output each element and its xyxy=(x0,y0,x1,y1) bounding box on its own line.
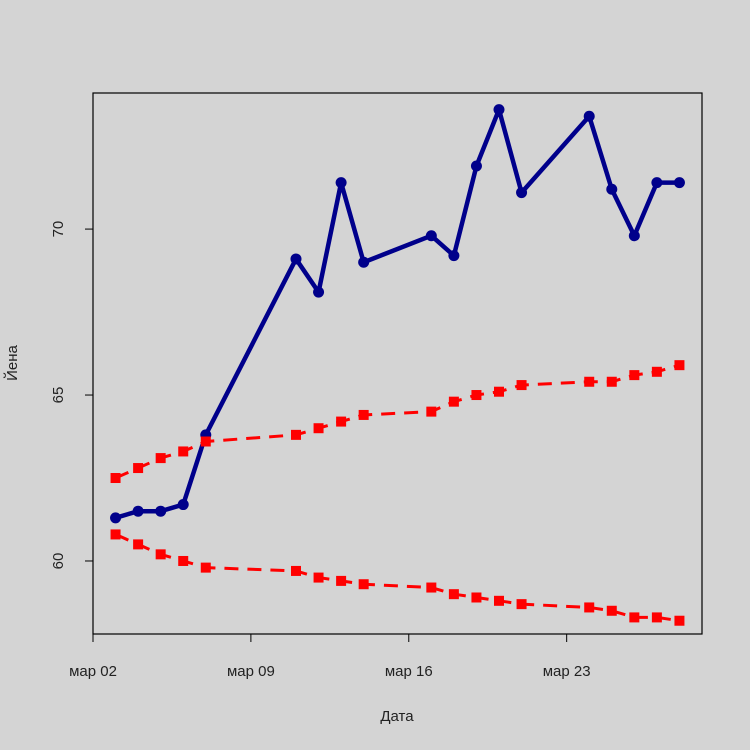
series-3 xyxy=(110,529,685,626)
data-point xyxy=(426,406,437,417)
data-point xyxy=(494,386,504,397)
x-tick-label: мар 23 xyxy=(543,663,591,680)
series-3-line xyxy=(114,533,680,623)
data-point xyxy=(336,575,347,586)
data-point xyxy=(133,539,144,550)
data-point xyxy=(132,505,144,517)
data-point xyxy=(200,436,211,447)
data-point xyxy=(584,376,595,387)
data-point xyxy=(471,592,482,603)
data-point xyxy=(177,499,189,511)
data-point xyxy=(448,589,459,600)
data-point xyxy=(628,230,640,242)
data-point xyxy=(110,512,122,524)
data-point xyxy=(358,409,369,420)
x-axis-label: Дата xyxy=(380,708,414,725)
data-point xyxy=(425,230,437,242)
data-point xyxy=(110,529,121,540)
data-point xyxy=(155,453,166,464)
data-point xyxy=(470,160,482,172)
series-layer xyxy=(110,104,685,626)
series-1-line xyxy=(114,107,680,520)
data-point xyxy=(606,376,617,387)
data-point xyxy=(516,599,527,610)
data-point xyxy=(629,612,640,623)
y-tick-label: 70 xyxy=(50,221,67,238)
data-point xyxy=(426,582,437,593)
y-axis: 60 65 70 xyxy=(50,221,94,570)
data-point xyxy=(358,579,369,590)
data-point xyxy=(313,572,324,583)
data-point xyxy=(178,446,189,457)
data-point xyxy=(358,256,370,268)
data-point xyxy=(155,549,166,560)
data-point xyxy=(651,612,662,623)
data-point xyxy=(448,250,460,262)
data-point xyxy=(494,595,504,606)
data-point xyxy=(290,253,302,265)
data-point xyxy=(673,177,685,189)
data-point xyxy=(583,110,595,122)
data-point xyxy=(200,562,211,573)
series-2 xyxy=(110,360,685,484)
data-point xyxy=(629,370,640,381)
data-point xyxy=(155,505,167,517)
series-1 xyxy=(110,104,685,524)
data-point xyxy=(133,463,144,474)
data-point xyxy=(313,286,325,298)
data-point xyxy=(493,104,505,116)
x-tick-label: мар 02 xyxy=(69,663,117,680)
data-point xyxy=(448,396,459,407)
data-point xyxy=(516,187,528,199)
data-point xyxy=(674,360,685,371)
data-point xyxy=(291,429,301,440)
data-point xyxy=(313,423,324,434)
x-tick-label: мар 16 xyxy=(385,663,433,680)
x-axis: мар 02 мар 09 мар 16 мар 23 xyxy=(69,633,591,680)
data-point xyxy=(606,605,617,616)
data-point xyxy=(471,390,482,401)
x-tick-label: мар 09 xyxy=(227,663,275,680)
data-point xyxy=(606,183,618,195)
data-point xyxy=(516,380,527,391)
y-axis-label: Йена xyxy=(3,344,21,380)
data-point xyxy=(178,555,189,566)
data-point xyxy=(651,366,662,377)
series-2-line xyxy=(114,363,680,480)
data-point xyxy=(584,602,595,613)
y-tick-label: 60 xyxy=(50,553,67,570)
data-point xyxy=(335,177,347,189)
plot-frame xyxy=(92,92,703,635)
data-point xyxy=(336,416,347,427)
data-point xyxy=(291,565,301,576)
data-point xyxy=(674,615,685,626)
data-point xyxy=(651,177,663,189)
data-point xyxy=(110,473,121,484)
y-tick-label: 65 xyxy=(50,387,67,404)
